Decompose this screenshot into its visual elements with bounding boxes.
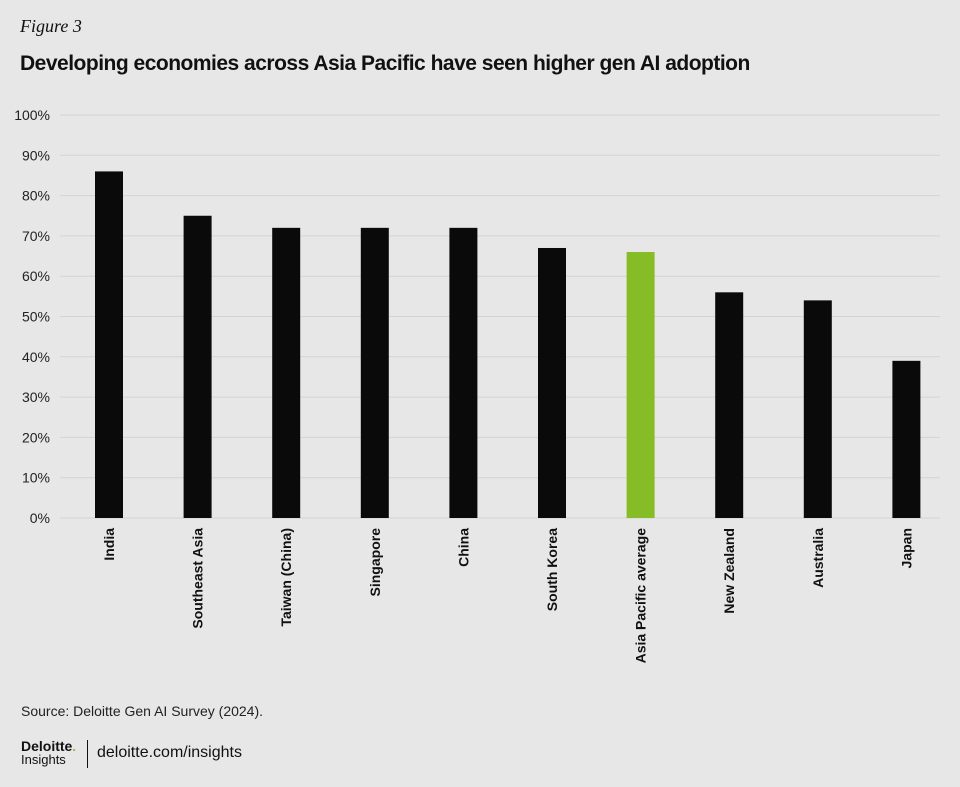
y-tick-label: 90% [22, 147, 50, 163]
x-tick-label: Taiwan (China) [278, 528, 294, 627]
bar [626, 252, 655, 518]
y-tick-label: 80% [22, 188, 50, 204]
deloitte-insights-logo: Deloitte. Insights [21, 738, 76, 767]
bar [892, 360, 921, 518]
divider [87, 740, 88, 768]
y-tick-label: 20% [22, 429, 50, 445]
y-tick-label: 10% [22, 470, 50, 486]
y-tick-label: 50% [22, 309, 50, 325]
bar [538, 247, 566, 519]
x-tick-label: Singapore [367, 528, 383, 597]
y-tick-label: 30% [22, 389, 50, 405]
y-tick-label: 70% [22, 228, 50, 244]
y-tick-label: 0% [30, 510, 50, 526]
bar [449, 227, 478, 518]
x-tick-label: Australia [810, 528, 826, 588]
x-tick-label: India [101, 528, 117, 561]
bar [183, 215, 212, 518]
x-tick-label: South Korea [544, 528, 560, 611]
bar [272, 227, 301, 518]
bar [95, 171, 123, 519]
y-tick-label: 40% [22, 349, 50, 365]
y-tick-label: 100% [14, 107, 50, 123]
x-tick-label: New Zealand [721, 528, 737, 614]
x-tick-label: Southeast Asia [190, 528, 206, 629]
y-tick-label: 60% [22, 268, 50, 284]
x-tick-label: Japan [898, 528, 914, 568]
chart-title: Developing economies across Asia Pacific… [20, 52, 750, 75]
bar-chart: 0% 10% 20% 30% 40% 50% 60% 70% 80% 90% 100% India So… [14, 107, 940, 664]
bar [803, 300, 832, 518]
source-note: Source: Deloitte Gen AI Survey (2024). [21, 703, 264, 719]
figure-label: Figure 3 [20, 16, 82, 36]
x-tick-label: China [455, 528, 471, 567]
bar [715, 292, 744, 518]
x-tick-label: Asia Pacific average [633, 528, 649, 664]
source-link[interactable]: deloitte.com/insights [97, 744, 242, 761]
bar [360, 227, 389, 518]
